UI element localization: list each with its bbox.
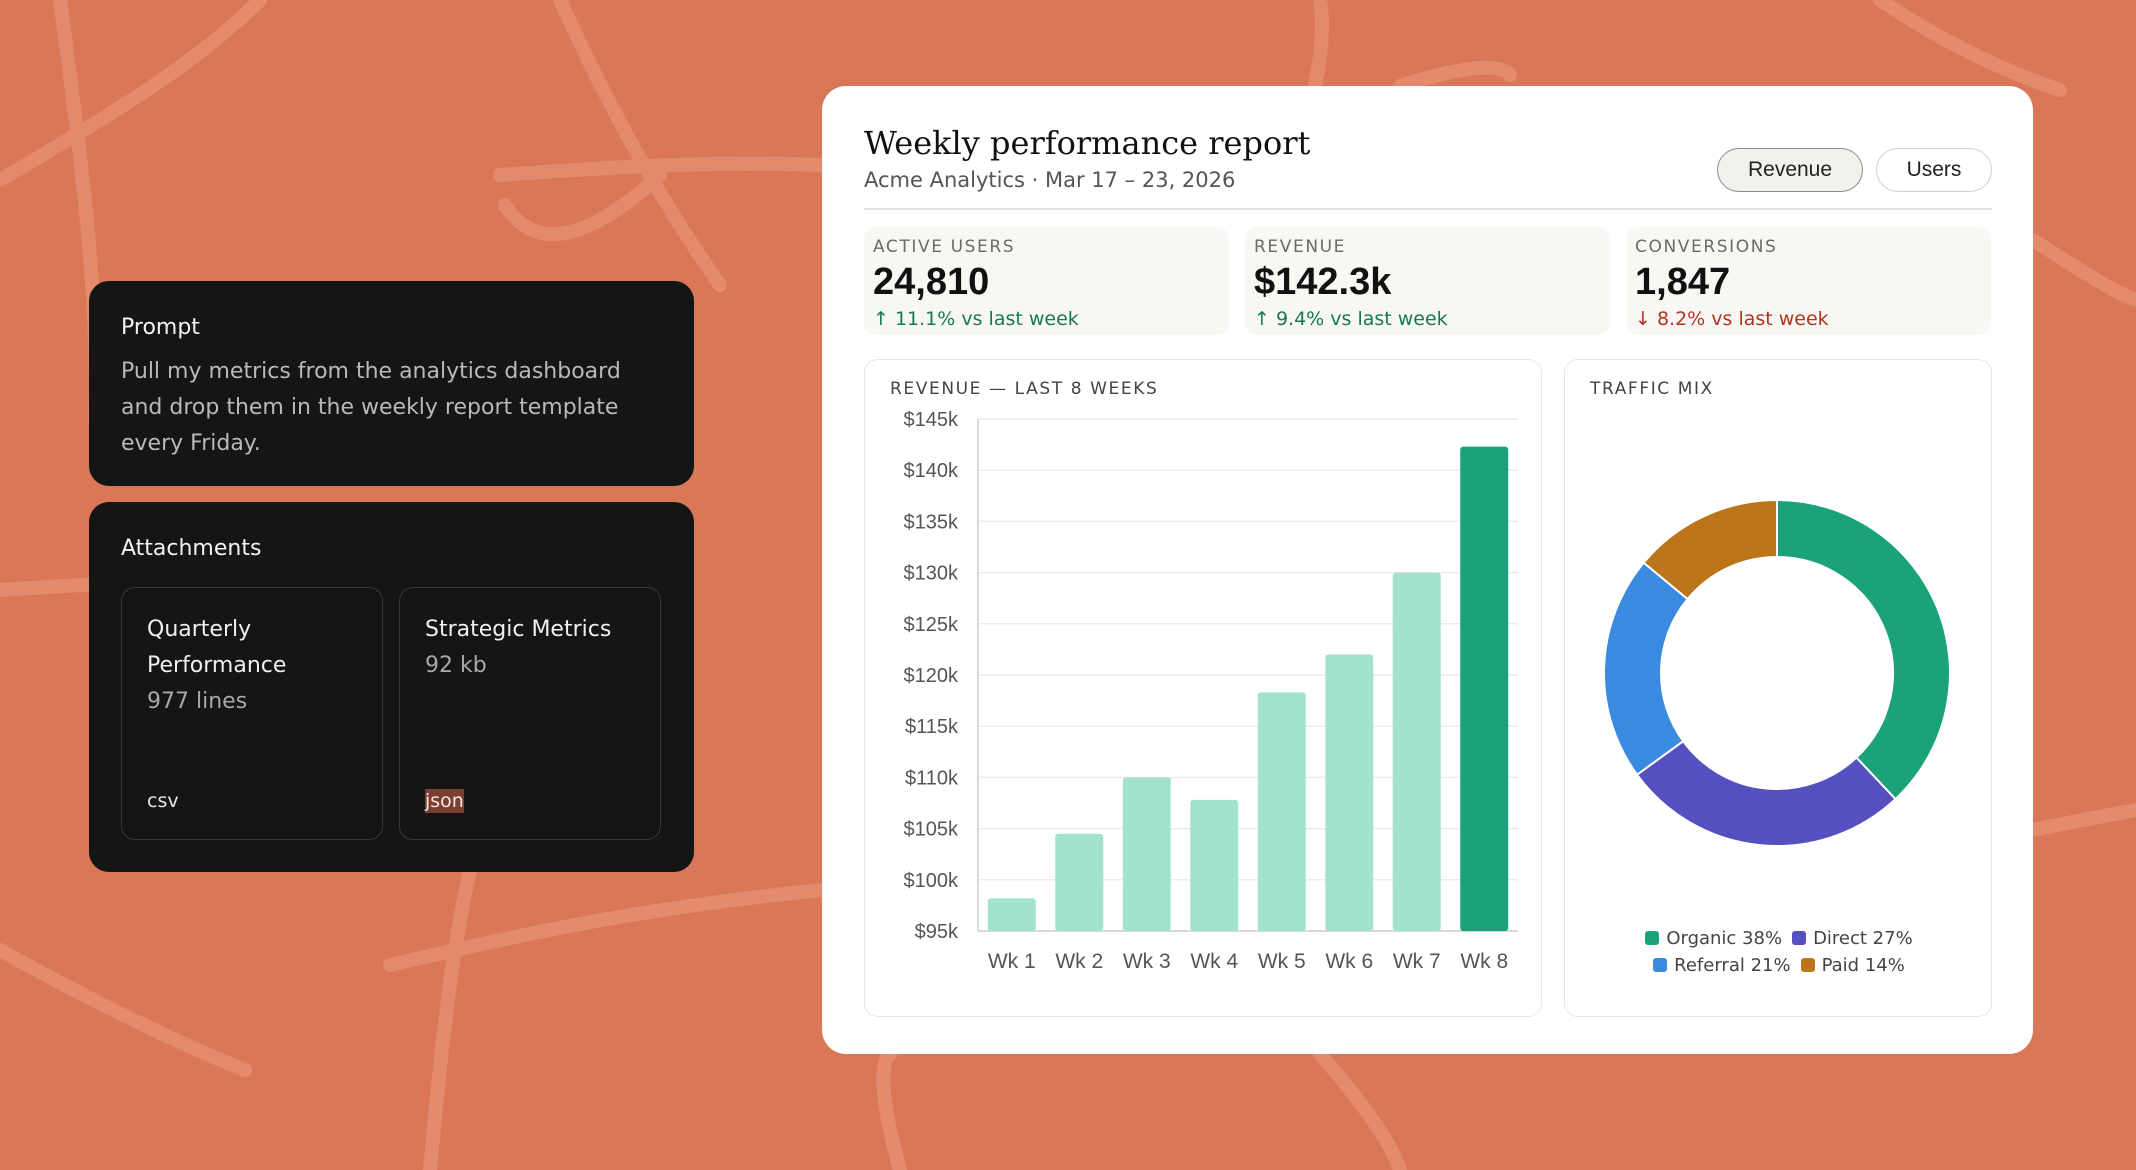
x-tick-label: Wk 4 <box>1190 950 1238 973</box>
y-tick-label: $145k <box>904 409 959 431</box>
attachment-type-badge: json <box>425 789 464 813</box>
revenue-bar <box>987 898 1036 931</box>
report-title: Weekly performance report <box>864 124 1311 162</box>
prompt-text: Pull my metrics from the analytics dashb… <box>121 359 621 456</box>
attachment-name: Strategic Metrics <box>425 617 612 642</box>
kpi-delta: ↑ 9.4% vs last week <box>1254 308 1448 330</box>
attachments-heading: Attachments <box>121 536 262 561</box>
legend-label: Organic 38% <box>1666 928 1783 949</box>
legend-item-referral: Referral 21% <box>1653 955 1791 976</box>
revenue-chart-title: REVENUE — LAST 8 WEEKS <box>890 379 1159 399</box>
kpi-active-users: ACTIVE USERS 24,810 ↑ 11.1% vs last week <box>864 227 1229 335</box>
kpi-label: REVENUE <box>1254 237 1347 257</box>
y-tick-label: $140k <box>904 460 959 482</box>
attachment-tile-strategic-metrics[interactable]: Strategic Metrics 92 kb json <box>399 587 661 840</box>
y-tick-label: $130k <box>904 563 959 585</box>
legend-swatch <box>1800 958 1815 972</box>
attachment-type-badge: csv <box>147 790 179 812</box>
report-subtitle: Acme Analytics · Mar 17 – 23, 2026 <box>864 168 1236 192</box>
kpi-label: ACTIVE USERS <box>873 237 1016 257</box>
x-tick-label: Wk 6 <box>1325 950 1373 973</box>
kpi-revenue: REVENUE $142.3k ↑ 9.4% vs last week <box>1245 227 1610 335</box>
revenue-bar <box>1257 692 1306 931</box>
revenue-toggle-button[interactable]: Revenue <box>1717 148 1863 192</box>
y-tick-label: $95k <box>915 921 959 943</box>
legend-item-direct: Direct 27% <box>1792 928 1913 949</box>
y-tick-label: $100k <box>904 870 959 892</box>
attachment-tile-quarterly-performance[interactable]: Quarterly Performance 977 lines csv <box>121 587 383 840</box>
x-tick-label: Wk 3 <box>1123 950 1171 973</box>
revenue-bar <box>1190 799 1239 931</box>
kpi-value: 1,847 <box>1635 261 1731 303</box>
traffic-chart-title: TRAFFIC MIX <box>1590 379 1714 399</box>
x-tick-label: Wk 2 <box>1055 950 1103 973</box>
x-tick-label: Wk 7 <box>1393 950 1441 973</box>
prompt-heading: Prompt <box>121 315 200 340</box>
kpi-label: CONVERSIONS <box>1635 237 1778 257</box>
x-tick-label: Wk 5 <box>1258 950 1306 973</box>
legend-label: Paid 14% <box>1821 955 1905 976</box>
kpi-delta: ↓ 8.2% vs last week <box>1635 308 1829 330</box>
traffic-legend-row: Organic 38% Direct 27% <box>1565 928 1993 949</box>
legend-swatch <box>1653 958 1668 972</box>
attachment-meta: 977 lines <box>147 689 248 714</box>
weekly-report-panel: Weekly performance report Acme Analytics… <box>822 86 2033 1054</box>
x-tick-label: Wk 8 <box>1460 950 1508 973</box>
legend-item-paid: Paid 14% <box>1800 955 1905 976</box>
kpi-value: 24,810 <box>873 261 990 303</box>
donut-slice-organic <box>1776 498 1952 801</box>
attachment-name: Quarterly Performance <box>147 617 287 678</box>
donut-slice-direct <box>1635 739 1897 847</box>
legend-label: Direct 27% <box>1813 928 1913 949</box>
revenue-bar <box>1460 446 1509 931</box>
y-tick-label: $105k <box>904 819 959 841</box>
traffic-mix-panel: TRAFFIC MIX Organic 38% Direct 27% Referr… <box>1564 359 1992 1017</box>
x-tick-label: Wk 1 <box>988 950 1036 973</box>
revenue-bar <box>1122 777 1171 931</box>
kpi-conversions: CONVERSIONS 1,847 ↓ 8.2% vs last week <box>1626 227 1991 335</box>
donut-slice-referral <box>1603 561 1690 777</box>
revenue-bar <box>1392 572 1441 931</box>
users-toggle-button[interactable]: Users <box>1876 148 1992 192</box>
y-tick-label: $135k <box>904 511 959 533</box>
legend-swatch <box>1645 931 1660 945</box>
traffic-donut-chart <box>1603 498 1952 847</box>
header-divider <box>864 208 1992 210</box>
y-tick-label: $125k <box>904 614 959 636</box>
kpi-value: $142.3k <box>1254 261 1392 303</box>
attachments-card: Attachments Quarterly Performance 977 li… <box>89 502 694 872</box>
y-tick-label: $115k <box>905 716 959 738</box>
legend-label: Referral 21% <box>1674 955 1791 976</box>
revenue-chart-panel: $95k $100k $105k $110k $115k $120k $125k $130k $… <box>864 359 1542 1017</box>
attachment-meta: 92 kb <box>425 653 487 678</box>
revenue-bar-chart: $95k $100k $105k $110k $115k $120k $125k $130k $… <box>904 409 1518 973</box>
legend-item-organic: Organic 38% <box>1645 928 1782 949</box>
revenue-bar <box>1325 654 1374 931</box>
traffic-legend-row: Referral 21% Paid 14% <box>1565 955 1993 976</box>
donut-slice-paid <box>1642 498 1778 601</box>
legend-swatch <box>1792 931 1807 945</box>
y-tick-label: $120k <box>904 665 959 687</box>
y-tick-label: $110k <box>905 767 959 789</box>
revenue-bar <box>1055 833 1104 931</box>
kpi-delta: ↑ 11.1% vs last week <box>873 308 1079 330</box>
prompt-card: Prompt Pull my metrics from the analytic… <box>89 281 694 486</box>
